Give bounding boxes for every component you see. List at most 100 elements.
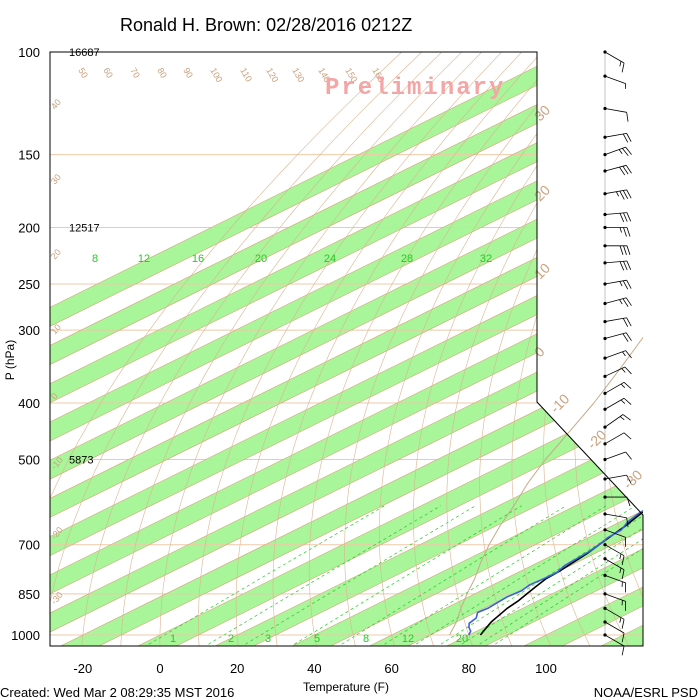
mixing-ratio-label: 20	[255, 253, 267, 265]
wind-barb-flag	[626, 133, 632, 142]
wind-barb	[603, 260, 632, 271]
isotherm-line	[50, 52, 643, 646]
y-axis-label: P (hPa)	[3, 340, 17, 380]
isotherm-line	[50, 52, 643, 646]
wind-barb-dot	[603, 135, 607, 139]
wind-barb-flag	[625, 350, 632, 359]
dry-adiabat-label: 40	[49, 97, 63, 111]
wind-barb-staff	[604, 108, 627, 113]
isotherm-line	[50, 52, 643, 646]
wind-barb-flag	[619, 245, 624, 255]
wind-barb-flag	[626, 189, 632, 199]
mixing-ratio-line	[289, 505, 522, 646]
wind-barb-dot	[603, 620, 607, 624]
wind-barb	[603, 592, 627, 611]
wind-barb	[603, 50, 625, 73]
wind-barb-flag	[622, 333, 629, 342]
wind-barb	[603, 528, 627, 547]
isotherm-line	[96, 52, 643, 646]
wind-barb-half-flag	[619, 281, 623, 287]
dry-adiabat-line	[81, 52, 443, 646]
wind-barb	[603, 212, 632, 223]
wind-barb-flag	[626, 517, 629, 528]
footer-created: Created: Wed Mar 2 08:29:35 MST 2016	[0, 685, 234, 700]
wind-barb-half-flag	[619, 416, 625, 421]
wind-barb-flag	[622, 414, 631, 421]
dry-adiabat-line	[198, 52, 502, 646]
wind-barb-dot	[603, 106, 607, 111]
dry-adiabat-line	[604, 52, 643, 646]
wind-barb-dot	[603, 442, 607, 446]
mixing-ratio-label: 20	[456, 633, 468, 645]
moist-band	[50, 52, 643, 646]
moist-band	[135, 52, 643, 646]
mixing-ratio-label: 24	[324, 253, 336, 265]
wind-barb-dot	[603, 153, 607, 157]
wind-barb-flag	[626, 112, 629, 122]
wind-barb-flag	[622, 298, 629, 307]
wind-barb-dot	[603, 528, 607, 532]
isotherm-line	[57, 52, 643, 646]
moist-band	[598, 52, 643, 646]
isotherm-line	[50, 52, 631, 646]
temperature-profile	[479, 510, 643, 636]
wind-barb-dot	[603, 606, 607, 610]
wind-barb-flag	[626, 279, 632, 289]
wind-barb-dot	[603, 74, 607, 78]
x-tick-label: 20	[230, 661, 244, 676]
wind-barb-flag	[623, 227, 627, 237]
isotherm-right-label: -10	[547, 390, 573, 416]
wind-barb-flag	[621, 619, 625, 629]
isotherm-top-label: 80	[155, 66, 169, 80]
dry-adiabat-label: 20	[49, 247, 63, 261]
wind-barb-dot	[603, 261, 607, 265]
wind-barb-flag	[626, 317, 632, 327]
wind-barb-dot	[603, 282, 607, 286]
dry-adiabat-line	[635, 52, 643, 646]
wind-barb-flag	[622, 280, 629, 290]
wind-barb	[603, 317, 632, 327]
wind-barb-flag	[621, 62, 625, 73]
plot-frame	[49, 51, 644, 647]
dry-adiabat-line	[50, 52, 403, 646]
wind-barb-staff	[604, 366, 626, 377]
wind-barb	[603, 189, 632, 200]
wind-barb-flag	[623, 382, 632, 389]
isotherm-top-label: 60	[101, 66, 115, 80]
isotherm-top-label: 100	[208, 66, 224, 84]
wind-barb-flag	[625, 297, 632, 306]
dry-adiabat-line	[665, 52, 700, 647]
mixing-ratio-lines	[143, 505, 643, 646]
wind-barb-half-flag	[619, 553, 622, 560]
isotherm-top-label: 130	[290, 66, 306, 84]
mixing-ratio-line	[143, 505, 385, 646]
wind-barb-dot	[603, 391, 607, 395]
wind-barb-flag	[626, 227, 631, 237]
isotherm-line	[289, 52, 643, 646]
wind-barb	[603, 106, 629, 122]
isotherm-line	[50, 52, 643, 646]
isotherm-line	[327, 52, 643, 646]
dry-adiabat-line	[413, 52, 622, 646]
wind-barb-dot	[603, 592, 607, 596]
wind-barb	[603, 633, 625, 656]
wind-barb-dot	[603, 192, 607, 196]
dry-adiabat-label: 30	[49, 172, 63, 186]
x-axis-label: Temperature (F)	[303, 680, 389, 694]
chart-title: Ronald H. Brown: 02/28/2016 0212Z	[120, 15, 412, 35]
wind-barb	[603, 606, 625, 629]
wind-barb-flag	[626, 474, 632, 484]
wind-barb-staff	[604, 529, 626, 538]
mixing-ratio-line	[410, 505, 636, 646]
mixing-ratio-label: 5	[314, 633, 320, 645]
wind-barb-staff	[604, 414, 624, 428]
wind-barb-flag	[625, 332, 632, 341]
dry-adiabat-label: 10	[49, 322, 63, 336]
isotherm-line	[598, 52, 643, 646]
y-tick-label: 400	[18, 396, 40, 411]
isotherm-line	[405, 52, 643, 646]
mixing-ratio-label: 16	[192, 253, 204, 265]
wind-barb-staff	[604, 397, 625, 410]
dry-adiabat-label: 0	[49, 391, 60, 401]
dry-adiabat-line	[159, 52, 482, 646]
